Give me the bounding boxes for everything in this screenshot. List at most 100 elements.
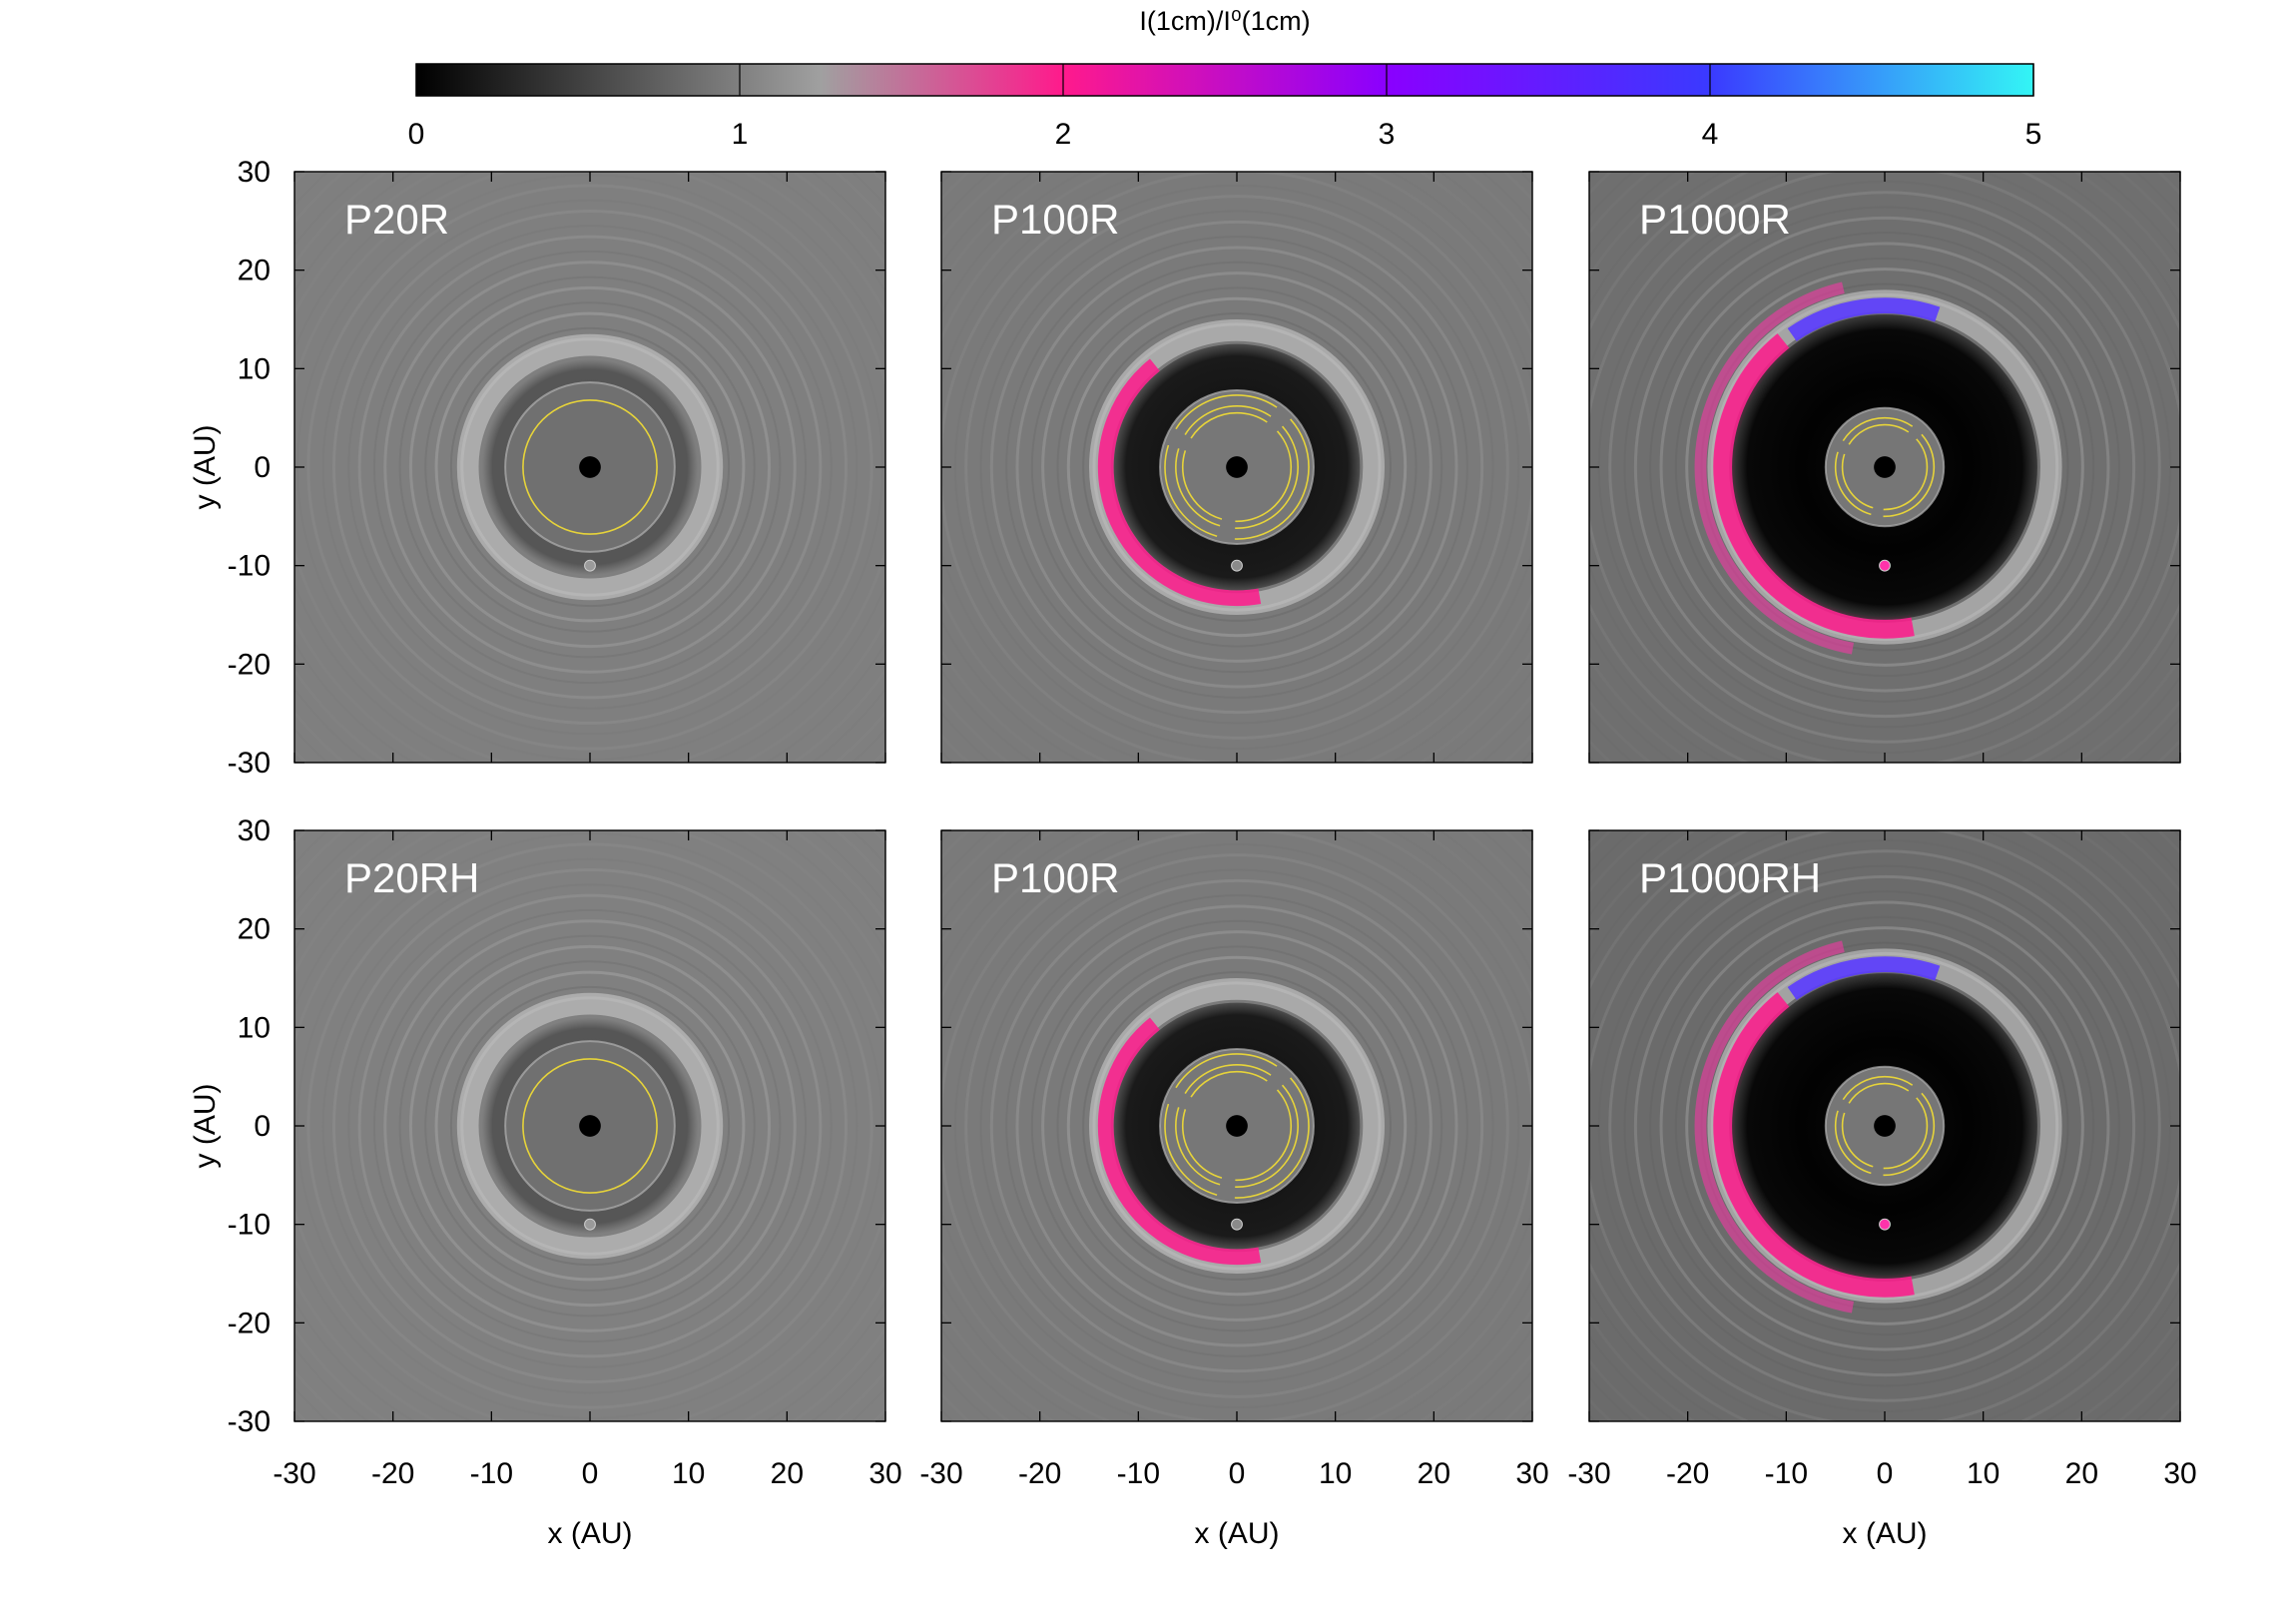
panel-label: P20R xyxy=(344,196,449,243)
x-tick-label: 30 xyxy=(868,1457,901,1490)
wave-ring-shadow xyxy=(321,199,859,736)
x-tick-label: -20 xyxy=(371,1457,414,1490)
pink-horseshoe xyxy=(1713,295,2056,639)
inner-disc-edge xyxy=(504,1040,676,1212)
wave-ring xyxy=(1041,930,1433,1322)
y-axis-label: y (AU) xyxy=(189,1084,222,1169)
y-tick-label: 20 xyxy=(238,913,271,946)
panel-label: P100R xyxy=(991,854,1119,901)
pink-horseshoe xyxy=(1713,954,2056,1298)
wave-ring xyxy=(434,311,746,623)
inner-disc-edge xyxy=(1824,406,1946,528)
wave-ring-shadow xyxy=(1649,232,2120,703)
x-tick-label: -10 xyxy=(1117,1457,1160,1490)
yellow-contour xyxy=(1834,416,1936,518)
wave-ring xyxy=(408,285,772,649)
wave-ring-shadow xyxy=(979,210,1494,725)
y-tick-label: -20 xyxy=(228,648,271,681)
panel-grid: -30 -20 -10 0 10 20 30 y (AU) P20R P100R P1000R -30… xyxy=(189,156,2197,1550)
central-hole xyxy=(1874,456,1896,478)
central-hole xyxy=(1226,1115,1248,1137)
x-tick-label: -10 xyxy=(470,1457,513,1490)
panel-label: P1000R xyxy=(1639,196,1791,243)
inner-disc-edge xyxy=(504,381,676,553)
yellow-contour xyxy=(522,1058,658,1194)
panel-p100r-1: P100R xyxy=(940,171,1533,764)
colorbar-tick-label: 0 xyxy=(408,118,425,151)
inner-disc-edge xyxy=(1159,389,1315,545)
x-tick-label: 20 xyxy=(771,1457,804,1490)
panel-label: P100R xyxy=(991,196,1119,243)
wave-ring xyxy=(1041,271,1433,663)
wave-ring-shadow xyxy=(347,883,833,1368)
x-axis-label: x (AU) xyxy=(548,1517,633,1550)
wave-ring-shadow xyxy=(424,301,756,633)
x-tick-label: 30 xyxy=(1515,1457,1548,1490)
wave-ring-shadow xyxy=(1623,206,2146,729)
y-tick-label: -10 xyxy=(228,1209,271,1242)
wave-ring xyxy=(964,853,1509,1398)
gap-rim xyxy=(456,992,724,1260)
yellow-contour xyxy=(1834,1075,1936,1177)
wave-ring-shadow xyxy=(398,934,782,1318)
wave-ring-shadow xyxy=(1649,890,2120,1361)
x-axis-label: x (AU) xyxy=(1843,1517,1928,1550)
panel-p1000r-2: P1000R xyxy=(1588,171,2181,764)
wave-ring-shadow xyxy=(953,842,1520,1409)
x-tick-label: -30 xyxy=(273,1457,315,1490)
x-tick-label: 0 xyxy=(1229,1457,1246,1490)
x-tick-label: -30 xyxy=(919,1457,962,1490)
yellow-contour xyxy=(1164,394,1310,540)
y-tick-label: -20 xyxy=(228,1307,271,1339)
wave-ring xyxy=(1066,955,1408,1297)
x-tick-label: -10 xyxy=(1765,1457,1808,1490)
wave-ring-shadow xyxy=(372,908,808,1343)
heatmap-image xyxy=(941,830,1532,1421)
panel-p1000rh-5: -30 -20 -10 0 10 20 30 x (AU) P1000RH xyxy=(1567,829,2197,1550)
wave-ring xyxy=(434,970,746,1282)
wave-ring xyxy=(408,944,772,1308)
y-tick-label: -30 xyxy=(228,747,271,780)
wave-ring xyxy=(1685,267,2084,667)
wave-ring xyxy=(383,919,797,1332)
panel-label: P1000RH xyxy=(1639,854,1821,901)
heatmap-image xyxy=(294,172,885,763)
x-tick-label: 0 xyxy=(582,1457,599,1490)
wave-ring-shadow xyxy=(1056,945,1418,1307)
central-hole xyxy=(579,456,601,478)
planet-marker xyxy=(1231,559,1243,572)
y-tick-label: -30 xyxy=(228,1405,271,1438)
pink-horseshoe xyxy=(1097,986,1377,1266)
colorbar: I(1cm)/I⁰(1cm) 0 1 2 3 4 5 xyxy=(408,6,2042,151)
planet-marker xyxy=(1879,559,1891,572)
yellow-contour xyxy=(1181,1070,1293,1182)
central-hole xyxy=(1226,456,1248,478)
wave-ring-shadow xyxy=(321,857,859,1394)
inner-disc-edge xyxy=(1159,1048,1315,1204)
wave-ring-shadow xyxy=(424,960,756,1292)
wave-ring-shadow xyxy=(1005,894,1468,1357)
heatmap-image xyxy=(941,172,1532,763)
pink-outer-arc xyxy=(1694,276,2075,658)
x-tick-label: 10 xyxy=(1319,1457,1352,1490)
wave-ring-shadow xyxy=(1005,236,1468,699)
panel-p20rh-3: -30-30 -20 -20 -10 -10 0 0 10 10 20 20 30 30 y (AU) x … xyxy=(189,814,902,1550)
y-tick-label: 30 xyxy=(238,814,271,847)
y-tick-label: 0 xyxy=(254,451,271,484)
x-tick-label: 20 xyxy=(2065,1457,2098,1490)
wave-ring-shadow xyxy=(1056,286,1418,648)
x-tick-label: 0 xyxy=(1877,1457,1894,1490)
wave-ring-shadow xyxy=(1082,312,1392,622)
yellow-contour xyxy=(1181,411,1293,523)
wave-ring-shadow xyxy=(1674,915,2095,1336)
panel-label: P20RH xyxy=(344,854,479,901)
wave-ring xyxy=(1066,296,1408,638)
y-axis-label: y (AU) xyxy=(189,425,222,510)
planet-marker xyxy=(1231,1218,1243,1231)
yellow-contour xyxy=(1841,423,1929,511)
pink-horseshoe xyxy=(1097,327,1377,607)
wave-ring-shadow xyxy=(1030,261,1443,674)
y-tick-label: 10 xyxy=(238,352,271,385)
y-tick-label: 10 xyxy=(238,1011,271,1044)
wave-ring xyxy=(1659,242,2110,693)
